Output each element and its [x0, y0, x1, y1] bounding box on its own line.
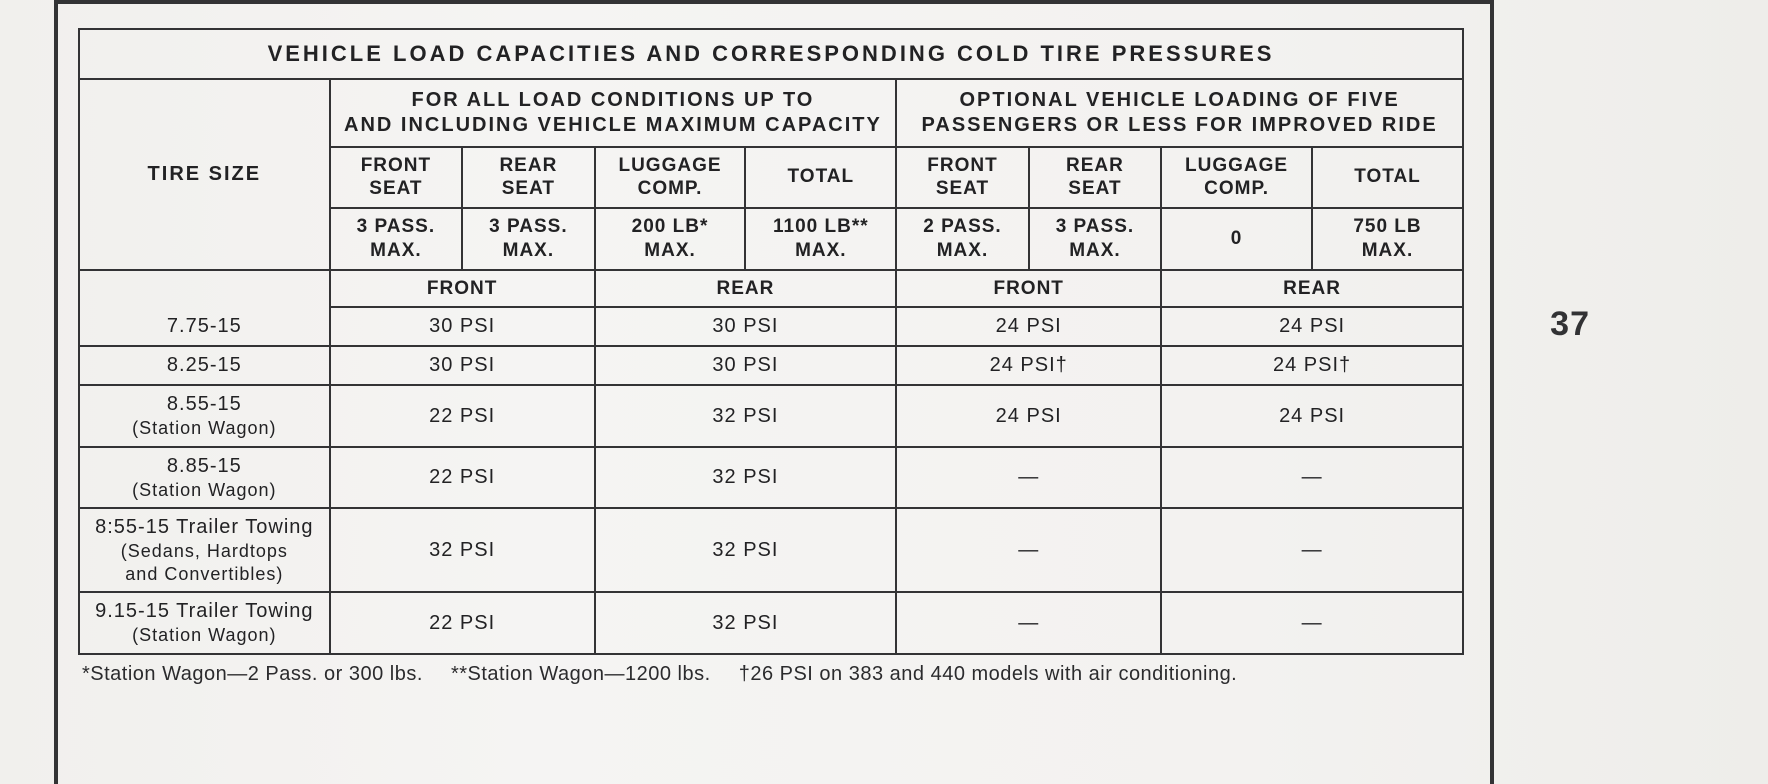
a-total-val: 1100 LB**MAX. [745, 208, 896, 270]
b-total-header: TOTAL [1312, 147, 1463, 209]
b-rear-psi: — [1161, 447, 1463, 509]
a-rear-axis: REAR [595, 270, 897, 308]
tire-size-value: 8:55-15 Trailer Towing [95, 516, 313, 538]
footnote-b: **Station Wagon—1200 lbs. [451, 663, 711, 685]
tire-size-spacer [79, 270, 330, 308]
a-rear-psi: 32 PSI [595, 447, 897, 509]
b-rear-seat-header: REARSEAT [1029, 147, 1161, 209]
b-front-psi: 24 PSI [896, 307, 1161, 346]
title-row: VEHICLE LOAD CAPACITIES AND CORRESPONDIN… [79, 29, 1463, 79]
tire-size-cell: 8.55-15(Station Wagon) [79, 385, 330, 447]
b-rear-axis: REAR [1161, 270, 1463, 308]
content: VEHICLE LOAD CAPACITIES AND CORRESPONDIN… [78, 28, 1464, 686]
page-frame-top [54, 0, 1494, 4]
a-rear-seat-val: 3 PASS.MAX. [462, 208, 594, 270]
b-rear-seat-val: 3 PASS.MAX. [1029, 208, 1161, 270]
b-front-psi: — [896, 447, 1161, 509]
page: 37 VEHICLE LOAD CAPACITIES AND CORRESPON… [0, 0, 1768, 784]
table-title: VEHICLE LOAD CAPACITIES AND CORRESPONDIN… [79, 29, 1463, 79]
a-front-psi: 32 PSI [330, 508, 595, 592]
table-head: VEHICLE LOAD CAPACITIES AND CORRESPONDIN… [79, 29, 1463, 307]
b-front-seat-val: 2 PASS.MAX. [896, 208, 1028, 270]
b-rear-psi: — [1161, 592, 1463, 654]
group-row: TIRE SIZE FOR ALL LOAD CONDITIONS UP TOA… [79, 79, 1463, 147]
a-rear-psi: 32 PSI [595, 592, 897, 654]
tire-size-value: 8.85-15 [167, 455, 242, 477]
tire-size-subtext: (Station Wagon) [90, 479, 319, 502]
footnote-a: *Station Wagon—2 Pass. or 300 lbs. [82, 663, 423, 685]
a-rear-psi: 32 PSI [595, 385, 897, 447]
b-front-axis: FRONT [896, 270, 1161, 308]
page-frame-right [1490, 0, 1494, 784]
a-front-psi: 30 PSI [330, 346, 595, 385]
group-b-header: OPTIONAL VEHICLE LOADING OF FIVEPASSENGE… [896, 79, 1463, 147]
b-luggage-header: LUGGAGECOMP. [1161, 147, 1312, 209]
tire-size-header: TIRE SIZE [79, 79, 330, 270]
tire-size-subtext: (Sedans, Hardtopsand Convertibles) [90, 540, 319, 585]
table-row: 9.15-15 Trailer Towing(Station Wagon)22 … [79, 592, 1463, 654]
tire-size-value: 7.75-15 [167, 315, 242, 337]
a-total-header: TOTAL [745, 147, 896, 209]
tire-size-cell: 8:55-15 Trailer Towing(Sedans, Hardtopsa… [79, 508, 330, 592]
a-luggage-val: 200 LB*MAX. [595, 208, 746, 270]
footnote-c: †26 PSI on 383 and 440 models with air c… [739, 663, 1238, 685]
a-rear-psi: 30 PSI [595, 307, 897, 346]
b-rear-psi: 24 PSI [1161, 385, 1463, 447]
b-luggage-val: 0 [1161, 208, 1312, 270]
a-front-psi: 22 PSI [330, 447, 595, 509]
b-rear-psi: 24 PSI [1161, 307, 1463, 346]
table-row: 8.25-1530 PSI30 PSI24 PSI†24 PSI† [79, 346, 1463, 385]
a-rear-psi: 30 PSI [595, 346, 897, 385]
a-luggage-header: LUGGAGECOMP. [595, 147, 746, 209]
a-front-axis: FRONT [330, 270, 595, 308]
tire-size-value: 9.15-15 Trailer Towing [95, 600, 313, 622]
footnotes: *Station Wagon—2 Pass. or 300 lbs. **Sta… [78, 663, 1464, 686]
tire-size-subtext: (Station Wagon) [90, 417, 319, 440]
group-a-header: FOR ALL LOAD CONDITIONS UP TOAND INCLUDI… [330, 79, 897, 147]
tire-size-cell: 8.25-15 [79, 346, 330, 385]
a-front-seat-header: FRONTSEAT [330, 147, 462, 209]
b-rear-psi: — [1161, 508, 1463, 592]
tire-size-value: 8.25-15 [167, 354, 242, 376]
a-front-psi: 30 PSI [330, 307, 595, 346]
page-frame-left [54, 0, 58, 784]
table-body: 7.75-1530 PSI30 PSI24 PSI24 PSI8.25-1530… [79, 307, 1463, 654]
page-number: 37 [1550, 305, 1590, 344]
b-front-psi: 24 PSI [896, 385, 1161, 447]
table-row: 8:55-15 Trailer Towing(Sedans, Hardtopsa… [79, 508, 1463, 592]
a-rear-psi: 32 PSI [595, 508, 897, 592]
tire-size-subtext: (Station Wagon) [90, 624, 319, 647]
axis-row: FRONT REAR FRONT REAR [79, 270, 1463, 308]
tire-size-value: 8.55-15 [167, 393, 242, 415]
b-front-psi: — [896, 592, 1161, 654]
b-front-psi: 24 PSI† [896, 346, 1161, 385]
a-front-psi: 22 PSI [330, 385, 595, 447]
a-front-seat-val: 3 PASS.MAX. [330, 208, 462, 270]
tire-pressure-table: VEHICLE LOAD CAPACITIES AND CORRESPONDIN… [78, 28, 1464, 655]
a-rear-seat-header: REARSEAT [462, 147, 594, 209]
a-front-psi: 22 PSI [330, 592, 595, 654]
tire-size-cell: 9.15-15 Trailer Towing(Station Wagon) [79, 592, 330, 654]
tire-size-cell: 7.75-15 [79, 307, 330, 346]
table-row: 8.85-15(Station Wagon)22 PSI32 PSI—— [79, 447, 1463, 509]
b-rear-psi: 24 PSI† [1161, 346, 1463, 385]
table-row: 7.75-1530 PSI30 PSI24 PSI24 PSI [79, 307, 1463, 346]
b-front-seat-header: FRONTSEAT [896, 147, 1028, 209]
b-front-psi: — [896, 508, 1161, 592]
b-total-val: 750 LBMAX. [1312, 208, 1463, 270]
table-row: 8.55-15(Station Wagon)22 PSI32 PSI24 PSI… [79, 385, 1463, 447]
tire-size-cell: 8.85-15(Station Wagon) [79, 447, 330, 509]
